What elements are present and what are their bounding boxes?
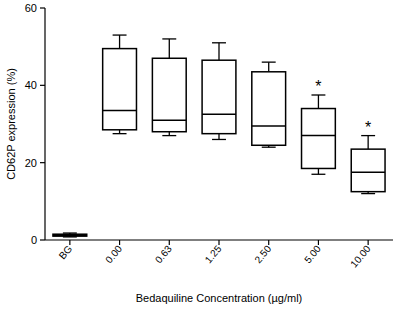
cap-min [311, 174, 325, 175]
whisker-upper [268, 62, 269, 72]
annotation: * [365, 119, 371, 136]
x-tick [119, 240, 120, 245]
x-tick-label: 0.63 [153, 243, 174, 265]
median [103, 110, 137, 112]
y-tick-label: 60 [25, 2, 37, 14]
x-tick-label: 1.25 [203, 243, 224, 265]
whisker-upper [169, 39, 170, 58]
x-tick [218, 240, 219, 245]
x-tick [169, 240, 170, 245]
cap-min [162, 135, 176, 136]
median [252, 125, 286, 127]
whisker-upper [318, 95, 319, 109]
y-tick [40, 239, 45, 240]
box [302, 109, 336, 169]
x-tick-label: BG [57, 243, 75, 261]
y-axis-label: CD62P expression (%) [5, 68, 17, 180]
median [152, 119, 186, 121]
cap-max [262, 61, 276, 62]
annotation: * [315, 78, 321, 95]
boxes [53, 35, 385, 237]
median [202, 114, 236, 116]
whisker-upper [367, 136, 368, 150]
whisker-upper [119, 35, 120, 49]
cap-min [361, 193, 375, 194]
cap-min [212, 139, 226, 140]
box [152, 58, 186, 131]
x-tick-label: 5.00 [302, 243, 323, 265]
box [252, 72, 286, 145]
y-tick [40, 85, 45, 86]
x-tick [368, 240, 369, 245]
box [351, 149, 385, 192]
y-tick [40, 7, 45, 8]
median [53, 235, 87, 237]
median [351, 172, 385, 174]
whisker-lower [318, 168, 319, 174]
x-axis-label: Bedaquiline Concentration (µg/ml) [136, 292, 303, 304]
x-tick-label: 2.50 [252, 243, 273, 265]
cap-max [162, 38, 176, 39]
cap-min [113, 133, 127, 134]
x-tick-label: 10.00 [348, 243, 373, 270]
x-tick [318, 240, 319, 245]
y-tick [40, 162, 45, 163]
x-tick-label: 0.00 [103, 243, 124, 265]
y-axis [44, 8, 45, 240]
box [103, 49, 137, 130]
x-tick [268, 240, 269, 245]
cap-max [113, 34, 127, 35]
y-tick-label: 40 [25, 79, 37, 91]
cap-max [212, 42, 226, 43]
chart: 0 20 40 60 CD62P expression (%) BG 0.00 0.63 1.2… [0, 0, 400, 309]
whisker-lower [218, 134, 219, 140]
x-tick [69, 240, 70, 245]
y-tick-label: 0 [31, 234, 37, 246]
box [202, 60, 236, 133]
y-tick-label: 20 [25, 157, 37, 169]
box [53, 234, 87, 236]
cap-min [262, 147, 276, 148]
median [302, 135, 336, 137]
whisker-upper [218, 43, 219, 60]
